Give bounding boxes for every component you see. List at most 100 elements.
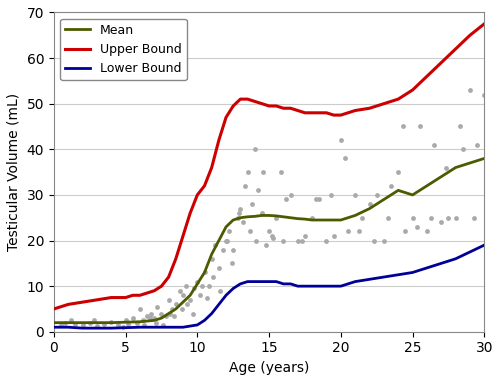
- Lower Bound: [266, 279, 272, 284]
- Point: [394, 169, 402, 175]
- Lower Bound: [202, 318, 207, 323]
- Point: [148, 311, 156, 317]
- Mean: [51, 320, 57, 325]
- Point: [298, 238, 306, 244]
- Point: [250, 146, 258, 152]
- Lower Bound: [208, 311, 214, 316]
- Lower Bound: [424, 265, 430, 270]
- Upper Bound: [381, 101, 387, 106]
- Upper Bound: [295, 108, 301, 113]
- Upper Bound: [130, 293, 136, 298]
- Upper Bound: [266, 104, 272, 108]
- Upper Bound: [238, 97, 244, 101]
- Point: [139, 317, 147, 324]
- Point: [159, 322, 167, 328]
- Point: [107, 319, 115, 325]
- Point: [387, 183, 395, 189]
- Mean: [295, 216, 301, 221]
- Y-axis label: Testicular Volume (mL): Testicular Volume (mL): [7, 93, 21, 251]
- Upper Bound: [309, 110, 315, 115]
- Point: [444, 215, 452, 221]
- Mean: [202, 270, 207, 275]
- Point: [260, 169, 268, 175]
- Point: [150, 315, 158, 321]
- Mean: [345, 215, 351, 220]
- Mean: [137, 319, 143, 324]
- Upper Bound: [438, 60, 444, 65]
- Point: [209, 274, 217, 280]
- Upper Bound: [230, 104, 236, 108]
- Point: [205, 283, 213, 289]
- Upper Bound: [108, 295, 114, 300]
- Point: [143, 313, 151, 319]
- Point: [133, 320, 141, 326]
- Point: [416, 123, 424, 129]
- Point: [244, 169, 252, 175]
- Upper Bound: [316, 110, 322, 115]
- Point: [162, 313, 170, 319]
- Lower Bound: [166, 325, 172, 330]
- Point: [153, 304, 161, 310]
- Point: [178, 306, 186, 312]
- Lower Bound: [438, 261, 444, 265]
- Point: [184, 301, 192, 308]
- Point: [442, 165, 450, 171]
- Upper Bound: [94, 298, 100, 302]
- Point: [413, 224, 421, 230]
- Point: [473, 142, 481, 148]
- Mean: [65, 320, 71, 325]
- Point: [204, 295, 212, 301]
- Point: [286, 192, 294, 198]
- Lower Bound: [194, 323, 200, 327]
- Upper Bound: [424, 74, 430, 79]
- Point: [208, 256, 216, 262]
- Point: [301, 233, 309, 239]
- Point: [254, 187, 262, 193]
- Point: [216, 288, 224, 294]
- Mean: [180, 300, 186, 304]
- Mean: [280, 215, 286, 219]
- Mean: [381, 197, 387, 202]
- Point: [229, 247, 237, 253]
- Point: [224, 238, 232, 244]
- Lower Bound: [352, 279, 358, 284]
- Point: [168, 306, 175, 312]
- Mean: [252, 214, 258, 219]
- Upper Bound: [180, 234, 186, 238]
- Mean: [152, 318, 158, 323]
- Lower Bound: [180, 325, 186, 330]
- Point: [408, 215, 416, 221]
- Point: [236, 206, 244, 212]
- Upper Bound: [208, 165, 214, 170]
- Point: [427, 215, 435, 221]
- Point: [182, 283, 190, 289]
- Mean: [274, 214, 280, 218]
- Lower Bound: [309, 284, 315, 288]
- Point: [215, 265, 223, 271]
- Point: [456, 123, 464, 129]
- Mean: [467, 161, 473, 165]
- Mean: [324, 218, 330, 222]
- Mean: [302, 217, 308, 222]
- Mean: [80, 320, 86, 325]
- Upper Bound: [65, 302, 71, 307]
- Lower Bound: [122, 325, 128, 330]
- Upper Bound: [345, 110, 351, 115]
- Mean: [395, 188, 401, 193]
- Point: [152, 320, 160, 326]
- Point: [198, 283, 205, 289]
- Mean: [338, 218, 344, 222]
- Lower Bound: [230, 286, 236, 291]
- Point: [466, 87, 474, 93]
- Point: [78, 322, 86, 328]
- Upper Bound: [51, 307, 57, 311]
- Point: [344, 228, 352, 235]
- Point: [225, 228, 233, 235]
- Mean: [208, 252, 214, 257]
- Mean: [482, 156, 488, 161]
- Upper Bound: [137, 293, 143, 298]
- Upper Bound: [330, 113, 336, 117]
- Point: [480, 92, 488, 98]
- Mean: [173, 307, 179, 311]
- Point: [459, 146, 467, 152]
